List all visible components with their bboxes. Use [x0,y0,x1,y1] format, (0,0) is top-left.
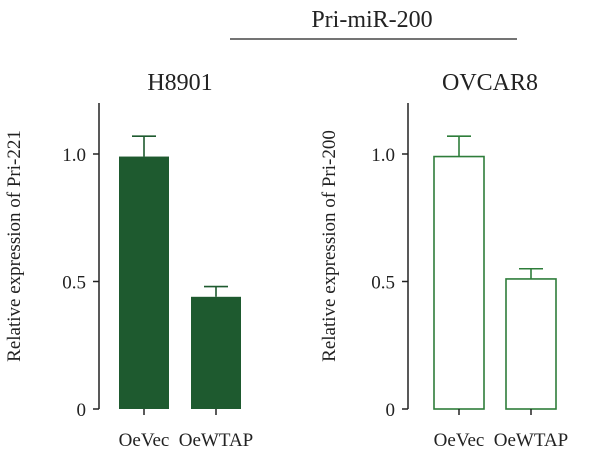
chart-panel-ovcar8: OVCAR8 Relative expression of Pri-200 0 0.5… [319,70,568,451]
y-tick-label: 1.0 [62,145,86,166]
x-tick-label: OeWTAP [179,430,253,451]
y-axis-label: Relative expression of Pri-200 [319,130,340,362]
y-tick-label: 0 [386,400,396,421]
x-tick-label: OeVec [119,430,170,451]
x-tick-label: OeVec [434,430,485,451]
y-tick-label: 1.0 [371,145,395,166]
y-tick-label: 0.5 [62,273,86,294]
x-tick-label: OeWTAP [494,430,568,451]
y-tick-label: 0 [77,400,87,421]
bar-oevec [433,155,485,410]
bar-oewtap [505,278,557,410]
header-label: Pri-miR-200 [311,7,432,33]
bar-oevec [119,156,169,409]
chart-title: H8901 [147,70,212,96]
chart-panel-h8901: H8901 Relative expression of Pri-221 0 0.5 1… [4,70,253,451]
bar-oewtap [191,296,241,409]
y-axis-label: Relative expression of Pri-221 [4,130,25,362]
chart-title: OVCAR8 [442,70,538,96]
y-tick-label: 0.5 [371,273,395,294]
